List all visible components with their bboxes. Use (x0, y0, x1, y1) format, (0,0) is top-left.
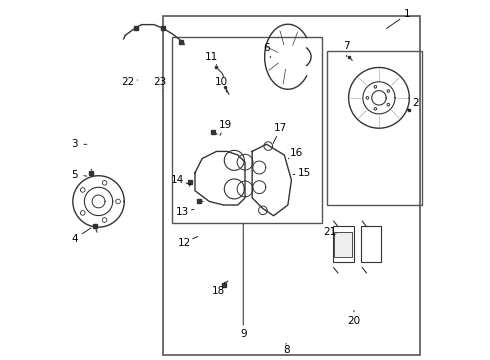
Text: 7: 7 (343, 41, 350, 51)
Bar (163, 16, 420, 355)
Text: 3: 3 (71, 139, 78, 149)
Bar (333, 226, 354, 262)
Text: 13: 13 (176, 207, 189, 217)
Bar (334, 232, 352, 257)
Text: 23: 23 (154, 77, 167, 87)
Text: 8: 8 (283, 345, 290, 355)
Text: 6: 6 (263, 43, 270, 53)
Text: 5: 5 (71, 170, 78, 180)
Text: 18: 18 (212, 286, 225, 296)
Text: 2: 2 (413, 98, 419, 108)
Text: 21: 21 (323, 227, 336, 237)
Text: 16: 16 (290, 148, 303, 158)
Text: 17: 17 (274, 123, 287, 133)
Text: 11: 11 (204, 52, 218, 62)
Text: 22: 22 (122, 77, 135, 87)
Text: 4: 4 (71, 234, 78, 244)
Text: 20: 20 (347, 316, 361, 326)
Text: 14: 14 (171, 175, 184, 185)
Bar (327, 51, 422, 205)
Bar (361, 226, 381, 262)
Text: 19: 19 (219, 120, 232, 130)
Text: 9: 9 (240, 329, 246, 339)
Text: 10: 10 (215, 77, 228, 87)
Text: 15: 15 (297, 168, 311, 178)
Text: 12: 12 (178, 238, 191, 248)
Text: 1: 1 (404, 9, 411, 19)
Bar (172, 37, 322, 223)
